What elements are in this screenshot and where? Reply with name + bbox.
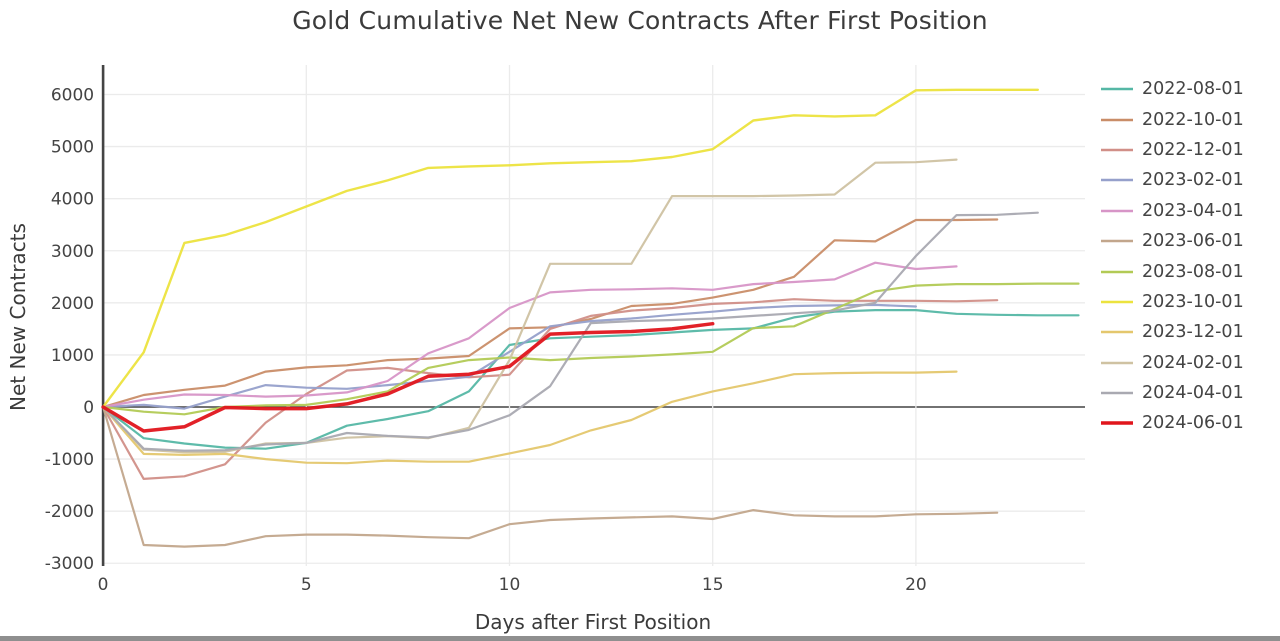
legend-item-2023-06-01[interactable]: 2023-06-01 <box>1100 226 1244 256</box>
series-line-2023-08-01 <box>101 282 1080 416</box>
x-tick-label: 20 <box>905 575 927 595</box>
series-line-2022-10-01 <box>101 218 999 409</box>
series-line-2023-02-01 <box>101 303 918 410</box>
y-axis-title: Net New Contracts <box>6 223 30 411</box>
legend-swatch-line-icon <box>1101 391 1133 395</box>
y-tick-label: 4000 <box>51 190 94 210</box>
y-tick-label: 1000 <box>51 346 94 366</box>
series-line-2022-12-01 <box>101 298 999 480</box>
legend-item-2024-04-01[interactable]: 2024-04-01 <box>1100 378 1244 408</box>
legend-swatch-line-icon <box>1101 239 1133 243</box>
y-tick-label: 6000 <box>51 86 94 106</box>
legend-label: 2023-10-01 <box>1142 291 1244 312</box>
x-tick-label: 0 <box>98 575 109 595</box>
legend-swatch-line-icon <box>1101 118 1133 121</box>
legend-swatch-line-icon <box>1101 148 1133 152</box>
legend-item-2023-02-01[interactable]: 2023-02-01 <box>1100 165 1244 195</box>
legend-label: 2023-02-01 <box>1142 170 1244 191</box>
legend-swatch-line-icon <box>1101 87 1133 91</box>
x-axis-title: Days after First Position <box>474 610 712 634</box>
series-line-2022-08-01 <box>101 309 1080 450</box>
legend-label: 2022-12-01 <box>1142 139 1244 160</box>
y-tick-label: -2000 <box>45 502 94 522</box>
x-tick-label: 5 <box>301 575 312 595</box>
chart-title: Gold Cumulative Net New Contracts After … <box>292 6 988 35</box>
legend-item-2024-02-01[interactable]: 2024-02-01 <box>1100 348 1244 378</box>
legend-swatch-line-icon <box>1101 270 1133 273</box>
legend-item-2023-12-01[interactable]: 2023-12-01 <box>1100 317 1244 347</box>
legend-swatch-line-icon <box>1101 179 1133 182</box>
legend-item-2023-04-01[interactable]: 2023-04-01 <box>1100 196 1244 226</box>
legend-swatch-line-icon <box>1101 209 1133 213</box>
legend-label: 2024-02-01 <box>1142 352 1244 373</box>
legend-item-2022-10-01[interactable]: 2022-10-01 <box>1100 104 1244 134</box>
legend-label: 2023-12-01 <box>1142 322 1244 343</box>
series-line-2024-06-01 <box>101 321 715 433</box>
legend-item-2024-06-01[interactable]: 2024-06-01 <box>1100 408 1244 438</box>
y-tick-label: 2000 <box>51 294 94 314</box>
legend-item-2022-12-01[interactable]: 2022-12-01 <box>1100 135 1244 165</box>
legend-swatch-line-icon <box>1101 331 1133 334</box>
legend-label: 2023-08-01 <box>1142 261 1244 282</box>
x-tick-label: 10 <box>499 575 521 595</box>
legend-item-2023-10-01[interactable]: 2023-10-01 <box>1100 287 1244 317</box>
legend-swatch-line-icon <box>1101 361 1133 365</box>
legend: 2022-08-01 2022-10-01 2022-12-01 2023-02-01… <box>1100 74 1244 439</box>
y-tick-label: 3000 <box>51 242 94 262</box>
y-tick-label: 0 <box>83 398 94 418</box>
series-line-2023-12-01 <box>101 370 958 465</box>
x-tick-label: 15 <box>702 575 724 595</box>
legend-label: 2022-10-01 <box>1142 109 1244 130</box>
series-line-2023-06-01 <box>101 405 999 548</box>
legend-label: 2024-04-01 <box>1142 383 1244 404</box>
legend-swatch-line-icon <box>1101 421 1133 426</box>
series-line-2023-10-01 <box>101 88 1040 409</box>
y-tick-label: 5000 <box>51 138 94 158</box>
y-tick-label: -1000 <box>45 450 94 470</box>
window-bottom-edge <box>0 636 1280 641</box>
legend-label: 2023-04-01 <box>1142 200 1244 221</box>
series-line-2023-04-01 <box>101 261 958 409</box>
y-tick-label: -3000 <box>45 554 94 574</box>
legend-label: 2024-06-01 <box>1142 413 1244 434</box>
legend-label: 2023-06-01 <box>1142 231 1244 252</box>
series-line-2024-04-01 <box>101 211 1039 452</box>
legend-label: 2022-08-01 <box>1142 79 1244 100</box>
legend-item-2023-08-01[interactable]: 2023-08-01 <box>1100 256 1244 286</box>
legend-item-2022-08-01[interactable]: 2022-08-01 <box>1100 74 1244 104</box>
legend-swatch-line-icon <box>1101 300 1133 304</box>
